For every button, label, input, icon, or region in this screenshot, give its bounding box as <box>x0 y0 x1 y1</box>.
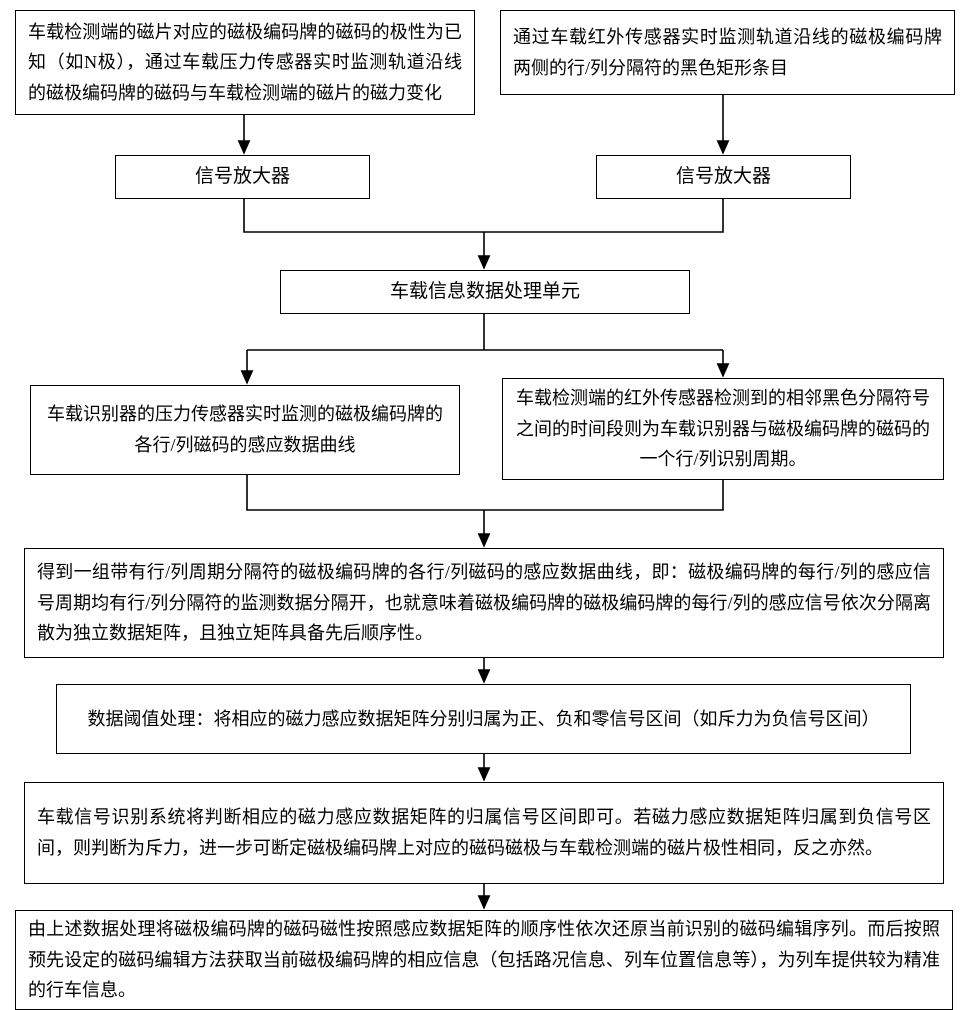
node-top-left: 车载检测端的磁片对应的磁极编码牌的磁码的极性为已知（如N极），通过车载压力传感器… <box>15 10 475 115</box>
node-text: 数据阈值处理：将相应的磁力感应数据矩阵分别归属为正、负和零信号区间（如斥力为负信… <box>88 704 880 735</box>
node-text: 信号放大器 <box>195 161 290 193</box>
node-text: 信号放大器 <box>676 161 771 193</box>
node-top-right: 通过车载红外传感器实时监测轨道沿线的磁极编码牌两侧的行/列分隔符的黑色矩形条目 <box>500 10 955 95</box>
node-merge: 得到一组带有行/列周期分隔符的磁极编码牌的各行/列磁码的感应数据曲线，即：磁极编… <box>24 548 944 658</box>
node-text: 车载检测端的磁片对应的磁极编码牌的磁码的极性为已知（如N极），通过车载压力传感器… <box>28 17 462 109</box>
node-threshold: 数据阈值处理：将相应的磁力感应数据矩阵分别归属为正、负和零信号区间（如斥力为负信… <box>56 684 911 754</box>
node-text: 车载识别器的压力传感器实时监测的磁极编码牌的各行/列磁码的感应数据曲线 <box>43 399 447 460</box>
node-text: 由上述数据处理将磁极编码牌的磁码磁性按照感应数据矩阵的顺序性依次还原当前识别的磁… <box>28 914 940 1006</box>
node-final: 由上述数据处理将磁极编码牌的磁码磁性按照感应数据矩阵的顺序性依次还原当前识别的磁… <box>15 910 953 1010</box>
node-text: 车载信号识别系统将判断相应的磁力感应数据矩阵的归属信号区间即可。若磁力感应数据矩… <box>37 802 931 863</box>
node-judge: 车载信号识别系统将判断相应的磁力感应数据矩阵的归属信号区间即可。若磁力感应数据矩… <box>24 782 944 884</box>
node-proc-unit: 车载信息数据处理单元 <box>280 270 690 314</box>
node-amp-right: 信号放大器 <box>596 155 851 199</box>
node-mid-left: 车载识别器的压力传感器实时监测的磁极编码牌的各行/列磁码的感应数据曲线 <box>30 385 460 475</box>
node-mid-right: 车载检测端的红外传感器检测到的相邻黑色分隔符号之间的时间段则为车载识别器与磁极编… <box>502 378 944 480</box>
node-amp-left: 信号放大器 <box>115 155 370 199</box>
node-text: 车载检测端的红外传感器检测到的相邻黑色分隔符号之间的时间段则为车载识别器与磁极编… <box>515 383 931 475</box>
node-text: 得到一组带有行/列周期分隔符的磁极编码牌的各行/列磁码的感应数据曲线，即：磁极编… <box>37 557 931 649</box>
node-text: 车载信息数据处理单元 <box>390 276 580 308</box>
node-text: 通过车载红外传感器实时监测轨道沿线的磁极编码牌两侧的行/列分隔符的黑色矩形条目 <box>513 22 942 83</box>
